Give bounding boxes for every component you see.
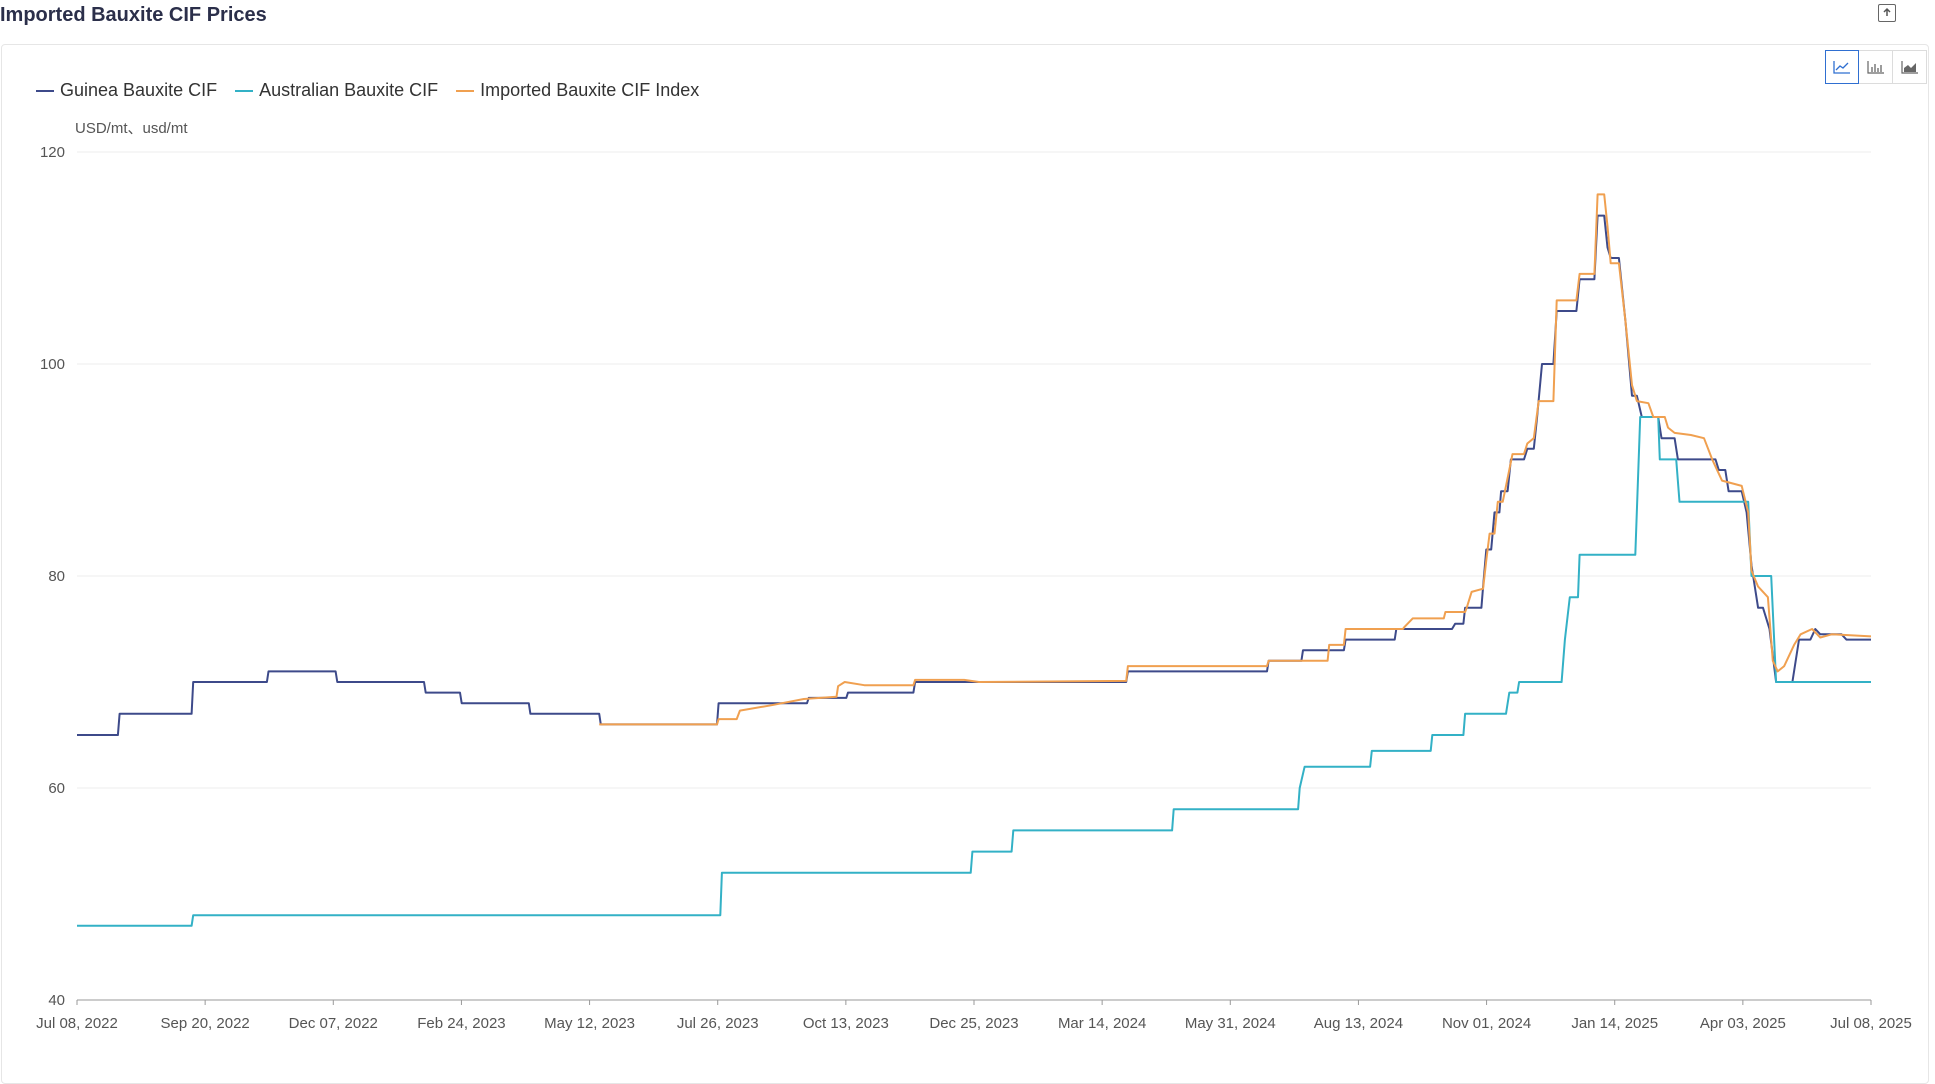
x-tick-label: Jan 14, 2025 bbox=[1571, 1015, 1658, 1032]
x-tick-label: Jul 26, 2023 bbox=[677, 1015, 759, 1032]
y-axis-unit: USD/mt、usd/mt bbox=[75, 120, 188, 137]
x-tick-label: Aug 13, 2024 bbox=[1314, 1015, 1403, 1032]
y-tick-label: 40 bbox=[48, 992, 65, 1009]
area-chart-icon[interactable] bbox=[1893, 50, 1927, 84]
x-tick-label: Feb 24, 2023 bbox=[417, 1015, 505, 1032]
series-line-2[interactable] bbox=[599, 193, 1872, 726]
x-tick-label: Jul 08, 2025 bbox=[1830, 1015, 1912, 1032]
x-tick-label: Apr 03, 2025 bbox=[1700, 1015, 1786, 1032]
x-tick-label: Dec 07, 2022 bbox=[289, 1015, 378, 1032]
x-tick-label: Mar 14, 2024 bbox=[1058, 1015, 1146, 1032]
legend-swatch-guinea bbox=[36, 89, 54, 92]
y-tick-label: 80 bbox=[48, 568, 65, 585]
legend-label-index: Imported Bauxite CIF Index bbox=[480, 80, 700, 100]
legend-label-guinea: Guinea Bauxite CIF bbox=[60, 80, 218, 100]
x-tick-label: Oct 13, 2023 bbox=[803, 1015, 889, 1032]
x-tick-label: Nov 01, 2024 bbox=[1442, 1015, 1531, 1032]
line-chart-icon[interactable] bbox=[1825, 50, 1859, 84]
legend-swatch-index bbox=[456, 89, 475, 92]
legend-item-guinea[interactable]: Guinea Bauxite CIF bbox=[36, 80, 217, 101]
export-icon[interactable] bbox=[1878, 4, 1896, 22]
legend-label-australian: Australian Bauxite CIF bbox=[259, 80, 439, 100]
bar-chart-icon[interactable] bbox=[1859, 50, 1893, 84]
x-tick-label: May 12, 2023 bbox=[544, 1015, 635, 1032]
chart-legend: Guinea Bauxite CIF Australian Bauxite CI… bbox=[36, 80, 717, 101]
x-tick-label: Sep 20, 2022 bbox=[161, 1015, 250, 1032]
page-title: Imported Bauxite CIF Prices bbox=[0, 4, 267, 26]
y-tick-label: 100 bbox=[40, 356, 65, 373]
y-tick-label: 60 bbox=[48, 780, 65, 797]
series-line-0[interactable] bbox=[77, 214, 1871, 736]
x-tick-label: Jul 08, 2022 bbox=[36, 1015, 118, 1032]
x-tick-label: Dec 25, 2023 bbox=[929, 1015, 1018, 1032]
legend-swatch-australian bbox=[235, 89, 254, 92]
chart-type-toggles bbox=[1825, 50, 1927, 84]
legend-item-index[interactable]: Imported Bauxite CIF Index bbox=[456, 80, 699, 101]
series-line-1[interactable] bbox=[77, 416, 1871, 927]
y-tick-label: 120 bbox=[40, 144, 65, 161]
x-tick-label: May 31, 2024 bbox=[1185, 1015, 1276, 1032]
legend-item-australian[interactable]: Australian Bauxite CIF bbox=[235, 80, 438, 101]
